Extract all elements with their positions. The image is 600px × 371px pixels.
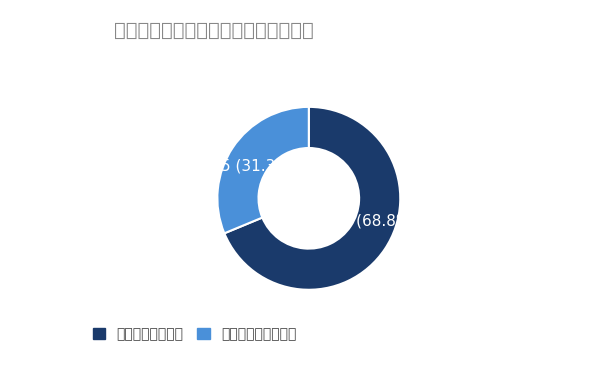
Legend: より興味を持った, 変わらず興味がある: より興味を持った, 変わらず興味がある <box>87 322 302 347</box>
Text: 11 (68.8%): 11 (68.8%) <box>332 214 417 229</box>
Wedge shape <box>224 107 400 290</box>
Text: 起業関心層の起業に対する興味の変化: 起業関心層の起業に対する興味の変化 <box>115 21 314 40</box>
Text: 5 (31.3%): 5 (31.3%) <box>221 159 296 174</box>
Wedge shape <box>217 107 309 233</box>
